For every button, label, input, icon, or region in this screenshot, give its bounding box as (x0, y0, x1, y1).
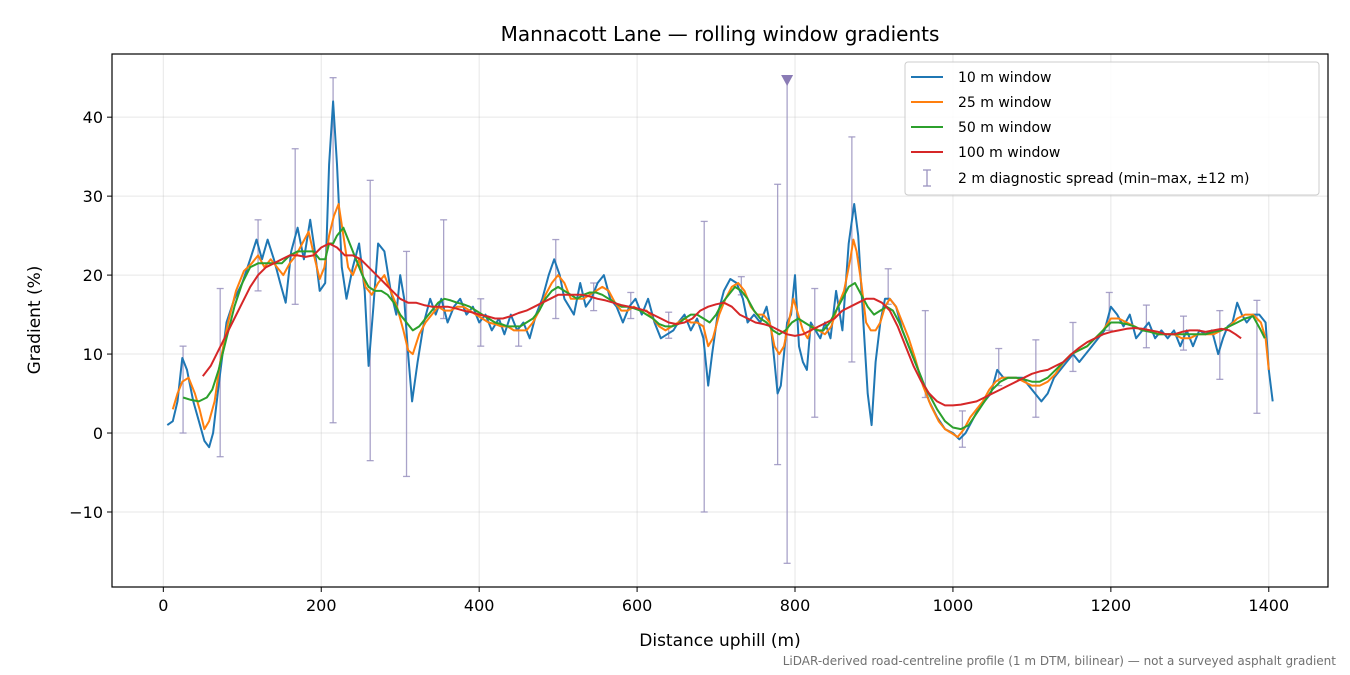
spread-bar (811, 287, 819, 418)
legend-label-10m: 10 m window (958, 70, 1051, 86)
peak-marker (781, 75, 794, 87)
x-tick-label: 1000 (933, 596, 974, 615)
y-axis-label: Gradient (%) (25, 266, 45, 375)
marker-layer (781, 75, 794, 87)
x-axis-label: Distance uphill (m) (639, 631, 800, 651)
series-layer (166, 100, 1274, 449)
spread-bar (1216, 309, 1224, 380)
x-tick-label: 1200 (1090, 596, 1131, 615)
y-tick-label: 20 (83, 266, 103, 285)
spread-bar (366, 179, 374, 462)
ticks-layer: 0 200 400 600 800 1000 1200 1400 −10 0 10 20 30 40 (69, 108, 1289, 615)
series-50m-line (182, 226, 1266, 431)
footnote: LiDAR-derived road-centreline profile (1… (783, 654, 1337, 668)
spread-bar (403, 250, 411, 478)
spread-bar (1180, 315, 1188, 351)
legend-label-50m: 50 m window (958, 120, 1051, 136)
spread-bar (329, 77, 337, 424)
chart-title: Mannacott Lane — rolling window gradient… (501, 22, 940, 46)
spread-bar (774, 183, 782, 466)
spread-bar (1032, 339, 1040, 418)
y-tick-label: 0 (93, 424, 103, 443)
x-tick-label: 600 (622, 596, 653, 615)
x-tick-label: 400 (464, 596, 495, 615)
legend: 10 m window 25 m window 50 m window 100 … (904, 61, 1320, 196)
spread-bar (700, 220, 708, 513)
spread-bar (477, 298, 485, 347)
spread-bar (1069, 321, 1077, 373)
series-100m-line (202, 242, 1242, 407)
x-tick-label: 1400 (1248, 596, 1289, 615)
legend-spread-symbol (923, 169, 931, 187)
series-10m-line (166, 100, 1274, 449)
x-tick-label: 800 (780, 596, 811, 615)
y-tick-label: 30 (83, 187, 103, 206)
y-tick-label: 40 (83, 108, 103, 127)
legend-label-spread: 2 m diagnostic spread (min–max, ±12 m) (958, 171, 1249, 187)
legend-label-100m: 100 m window (958, 145, 1060, 161)
plot-frame (111, 53, 1329, 588)
y-tick-label: −10 (69, 503, 103, 522)
y-tick-label: 10 (83, 345, 103, 364)
x-tick-label: 0 (158, 596, 168, 615)
series-25m-line (171, 203, 1270, 438)
legend-label-25m: 25 m window (958, 95, 1051, 111)
legend-box (904, 61, 1320, 196)
spread-bar (291, 148, 299, 305)
x-tick-label: 200 (306, 596, 337, 615)
